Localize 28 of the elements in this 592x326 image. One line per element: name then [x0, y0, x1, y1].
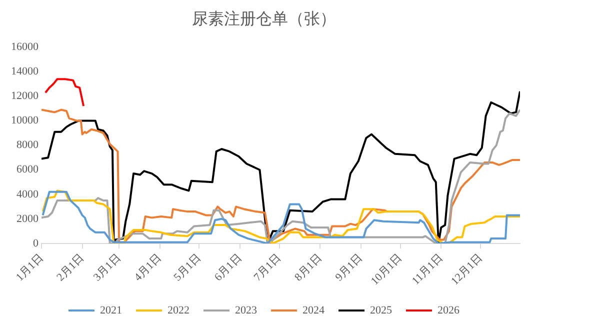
x-tick-label: 9月1日 [333, 252, 366, 284]
y-tick-label: 6000 [16, 164, 39, 176]
y-tick-label: 12000 [11, 90, 39, 102]
x-tick-label: 7月1日 [252, 252, 284, 284]
x-tick-label: 5月1日 [172, 252, 204, 284]
y-tick-label: 4000 [16, 188, 39, 200]
x-tick-label: 8月1日 [292, 252, 324, 284]
x-tick-label: 6月1日 [212, 252, 244, 284]
y-tick-label: 2000 [16, 212, 39, 225]
y-tick-label: 16000 [11, 41, 39, 54]
legend-label: 2025 [370, 304, 392, 316]
x-tick-label: 3月1日 [91, 252, 124, 284]
x-tick-label: 4月1日 [132, 252, 164, 284]
x-tick-label: 12月1日 [449, 252, 485, 288]
y-tick-label: 10000 [11, 114, 39, 127]
x-tick-label: 10月1日 [368, 252, 405, 288]
y-tick-label: 8000 [16, 139, 39, 152]
x-tick-label: 1月1日 [14, 252, 46, 284]
legend-label: 2022 [168, 304, 190, 316]
legend-label: 2023 [235, 304, 258, 316]
legend-label: 2021 [100, 304, 122, 316]
y-tick-label: 14000 [11, 66, 39, 78]
x-tick-label: 11月1日 [410, 252, 446, 288]
legend-label: 2026 [438, 304, 460, 316]
legend-label: 2024 [302, 304, 325, 316]
x-tick-label: 2月1日 [54, 252, 86, 284]
chart-title: 尿素注册仓单（张） [192, 8, 336, 28]
y-tick-label: 0 [33, 237, 39, 250]
